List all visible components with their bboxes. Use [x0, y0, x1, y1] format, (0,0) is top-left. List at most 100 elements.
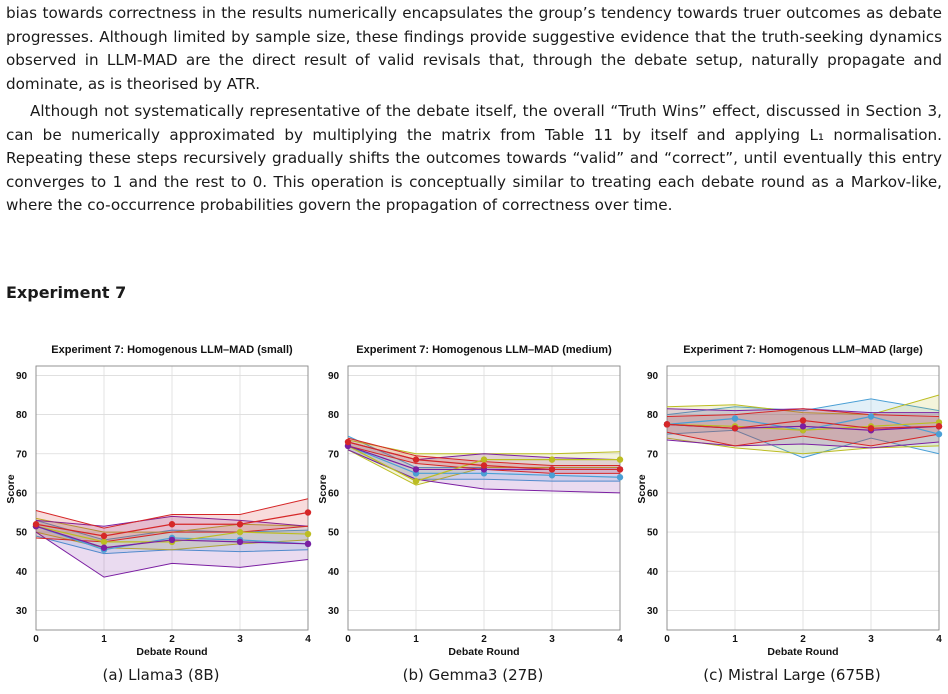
- x-tick-label: 3: [549, 634, 555, 645]
- data-point: [867, 413, 875, 420]
- y-axis-label: Score: [318, 474, 329, 503]
- x-tick-label: 1: [732, 634, 738, 645]
- data-point: [32, 521, 40, 528]
- data-point: [616, 474, 624, 481]
- data-point: [412, 456, 420, 463]
- data-point: [236, 538, 244, 546]
- x-tick-label: 4: [305, 634, 311, 645]
- data-point: [731, 425, 739, 432]
- y-tick-label: 70: [16, 449, 28, 460]
- plot-frame: [666, 365, 940, 631]
- y-tick-label: 40: [16, 567, 28, 578]
- data-point: [548, 466, 556, 473]
- chart-title: Experiment 7: Homogenous LLM–MAD (small): [51, 344, 293, 356]
- data-point: [548, 472, 556, 479]
- y-tick-label: 70: [647, 449, 659, 460]
- data-point: [616, 456, 624, 463]
- plot-frame: [35, 365, 309, 631]
- data-point: [616, 466, 624, 473]
- data-point: [344, 438, 352, 446]
- body-paragraph-2: Although not systematically representati…: [6, 102, 942, 214]
- y-tick-label: 30: [647, 606, 659, 617]
- data-point: [304, 509, 312, 516]
- data-point: [100, 544, 108, 551]
- x-tick-label: 4: [936, 634, 942, 645]
- band-upper-line-3: [35, 498, 309, 529]
- line-chart: Experiment 7: Homogenous LLM–MAD (large)…: [637, 344, 943, 658]
- y-tick-label: 60: [328, 488, 340, 499]
- chart-panel-small: Experiment 7: Homogenous LLM–MAD (small)…: [6, 338, 316, 668]
- x-tick-label: 2: [481, 634, 487, 645]
- y-tick-label: 60: [16, 488, 28, 499]
- data-point: [236, 521, 244, 528]
- data-point: [663, 421, 671, 428]
- y-tick-label: 50: [328, 528, 340, 539]
- band-upper-line-0: [666, 398, 940, 416]
- data-point: [168, 536, 176, 544]
- y-tick-label: 80: [328, 410, 340, 421]
- x-tick-label: 2: [169, 634, 175, 645]
- x-axis-label: Debate Round: [136, 646, 207, 658]
- body-paragraph-1: bias towards correctness in the results …: [6, 4, 942, 93]
- data-point: [412, 466, 420, 473]
- band-upper-line-0: [35, 519, 309, 541]
- x-axis-label: Debate Round: [448, 646, 519, 658]
- y-tick-label: 60: [647, 488, 659, 499]
- y-axis-label: Score: [637, 474, 648, 503]
- section-heading: Experiment 7: [6, 283, 127, 302]
- band-lower-line-2: [35, 531, 309, 578]
- band-lower-line-0: [666, 429, 940, 459]
- data-point: [731, 415, 739, 422]
- x-tick-label: 2: [800, 634, 806, 645]
- y-tick-label: 90: [647, 371, 659, 382]
- plot-frame: [347, 365, 621, 631]
- x-tick-label: 1: [101, 634, 107, 645]
- data-point: [548, 456, 556, 463]
- y-tick-label: 40: [647, 567, 659, 578]
- data-point: [799, 423, 807, 430]
- x-tick-label: 0: [33, 634, 39, 645]
- data-point: [304, 540, 312, 548]
- chart-title: Experiment 7: Homogenous LLM–MAD (large): [683, 344, 923, 356]
- data-point: [100, 538, 108, 546]
- band-upper-line-1: [666, 394, 940, 416]
- x-tick-label: 0: [345, 634, 351, 645]
- data-point: [100, 532, 108, 540]
- line-chart: Experiment 7: Homogenous LLM–MAD (medium…: [318, 344, 624, 658]
- data-point: [168, 521, 176, 528]
- band-lower-line-3: [666, 431, 940, 447]
- data-point: [480, 456, 488, 463]
- figure-caption-c: (c) Mistral Large (675B): [703, 666, 881, 684]
- data-point: [236, 528, 244, 536]
- band-lower-line-1: [666, 437, 940, 455]
- x-tick-label: 0: [664, 634, 670, 645]
- x-tick-label: 4: [617, 634, 623, 645]
- y-axis-label: Score: [6, 474, 17, 503]
- y-tick-label: 90: [328, 371, 340, 382]
- y-tick-label: 70: [328, 449, 340, 460]
- y-tick-label: 80: [647, 410, 659, 421]
- data-point: [867, 425, 875, 432]
- x-tick-label: 3: [237, 634, 243, 645]
- chart-panel-large: Experiment 7: Homogenous LLM–MAD (large)…: [637, 338, 947, 668]
- y-tick-label: 40: [328, 567, 340, 578]
- band-upper-line-3: [666, 408, 940, 418]
- y-tick-label: 80: [16, 410, 28, 421]
- x-axis-label: Debate Round: [767, 646, 838, 658]
- y-tick-label: 90: [16, 371, 28, 382]
- chart-panel-medium: Experiment 7: Homogenous LLM–MAD (medium…: [318, 338, 628, 668]
- band-upper-line-2: [35, 515, 309, 527]
- data-point: [799, 417, 807, 424]
- line-chart: Experiment 7: Homogenous LLM–MAD (small)…: [6, 344, 312, 658]
- y-tick-label: 50: [647, 528, 659, 539]
- figure-caption-a: (a) Llama3 (8B): [102, 666, 220, 684]
- data-point: [480, 462, 488, 469]
- data-point: [412, 477, 420, 485]
- data-point: [304, 530, 312, 538]
- chart-title: Experiment 7: Homogenous LLM–MAD (medium…: [356, 344, 612, 356]
- data-point: [935, 423, 943, 430]
- figure-caption-b: (b) Gemma3 (27B): [402, 666, 544, 684]
- x-tick-label: 1: [413, 634, 419, 645]
- y-tick-label: 30: [328, 606, 340, 617]
- band-lower-line-2: [666, 439, 940, 449]
